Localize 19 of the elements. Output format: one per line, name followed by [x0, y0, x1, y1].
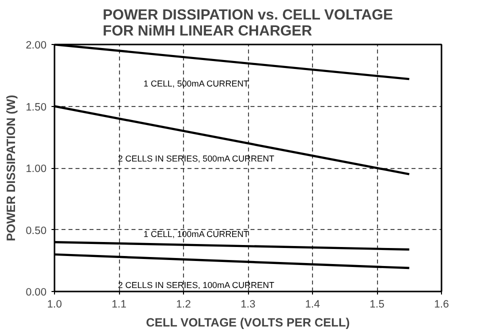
y-tick-label: 0.50	[26, 224, 47, 237]
x-tick-label: 1.1	[112, 298, 126, 310]
chart-title: POWER DISSIPATION vs. CELL VOLTAGE FOR NiMH LINEAR CHARGER	[102, 8, 394, 40]
y-tick-label: 1.00	[26, 163, 47, 175]
y-tick-label: 0.00	[26, 286, 47, 298]
series-label: 1 CELL, 100mA CURRENT	[143, 229, 250, 240]
y-tick-label: 2.00	[26, 40, 47, 52]
series-label: 1 CELL, 500mA CURRENT	[143, 78, 250, 88]
series-label: 2 CELLS IN SERIES, 500mA CURRENT	[118, 153, 276, 164]
x-tick-label: 1.0	[47, 298, 62, 310]
x-axis-title: CELL VOLTAGE (VOLTS PER CELL)	[146, 316, 350, 330]
x-tick-label: 1.6	[434, 298, 449, 310]
x-tick-label: 1.5	[370, 298, 384, 310]
x-tick-label: 1.3	[240, 298, 256, 310]
x-tick-label: 1.4	[305, 298, 320, 310]
series-label: 2 CELLS IN SERIES, 100mA CURRENT	[118, 280, 276, 290]
y-axis-title: POWER DISSIPATION (W)	[4, 94, 18, 242]
x-tick-label: 1.2	[176, 298, 191, 310]
y-tick-label: 1.50	[26, 101, 47, 114]
